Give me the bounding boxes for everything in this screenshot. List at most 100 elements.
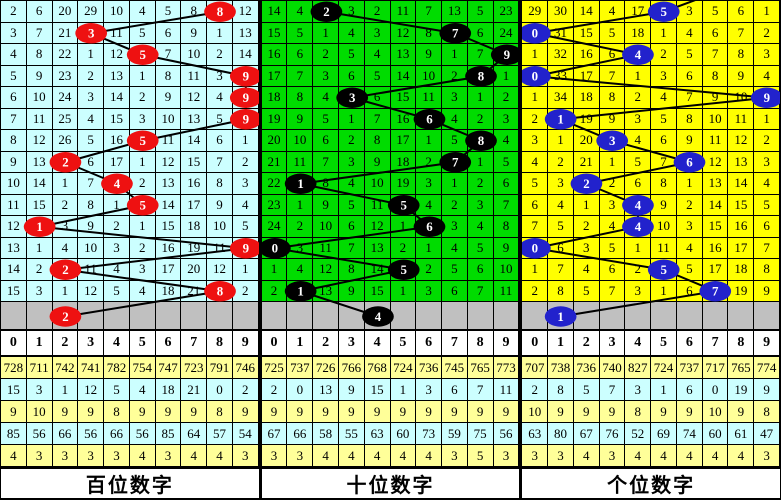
stats-cell: 60 — [390, 423, 417, 445]
omission-cell: 8 — [207, 1, 233, 23]
digit-header-cell: 9 — [494, 331, 520, 355]
stats-cell: 3 — [599, 445, 626, 467]
trend-grid-tens: 14 4 2 3 2 11 7 13 5 23 15 5 1 4 3 12 8 7 6 24 16 6 2 5 4 13 9 1 7 9 1… — [261, 1, 520, 331]
omission-cell: 1 — [338, 108, 365, 130]
omission-cell: 18 — [390, 151, 417, 173]
stats-cell: 4 — [702, 445, 729, 467]
pending-cell — [233, 302, 259, 329]
omission-cell: 7 — [26, 22, 53, 44]
trend-row: 23 1 9 5 11 5 4 2 3 7 — [261, 194, 520, 216]
omission-cell: 4 — [232, 194, 259, 216]
stats-cell: 725 — [261, 357, 288, 379]
omission-cell: 15 — [728, 194, 755, 216]
trend-row: 10 14 1 7 4 2 13 16 8 3 — [1, 173, 259, 195]
omission-cell: 14 — [390, 65, 417, 87]
omission-cell: 11 — [207, 237, 233, 259]
omission-cell: 9 — [364, 151, 391, 173]
omission-cell: 13 — [442, 1, 468, 23]
omission-cell: 2 — [232, 151, 259, 173]
omission-cell: 5 — [548, 216, 574, 238]
omission-cell: 4 — [676, 237, 703, 259]
omission-cell: 3 — [129, 259, 156, 281]
omission-cell: 6 — [599, 259, 626, 281]
stats-cell: 1 — [651, 379, 677, 401]
omission-cell: 11 — [702, 130, 729, 152]
stats-cell: 63 — [522, 423, 549, 445]
omission-cell: 2 — [129, 173, 156, 195]
omission-cell: 1 — [261, 259, 288, 281]
omission-cell: 14 — [181, 130, 208, 152]
omission-cell: 2 — [625, 87, 652, 109]
trend-row: 1 4 12 8 14 5 2 5 6 10 — [261, 259, 520, 281]
stats-cell: 782 — [104, 357, 130, 379]
stats-cell: 766 — [338, 357, 365, 379]
omission-cell: 4 — [625, 216, 652, 238]
omission-cell: 20 — [181, 259, 208, 281]
stats-cell: 9 — [416, 401, 443, 423]
stats-cell: 63 — [364, 423, 391, 445]
stats-cell: 9 — [181, 401, 208, 423]
omission-cell: 6 — [467, 259, 494, 281]
stats-cell: 59 — [442, 423, 468, 445]
stats-cell: 3 — [155, 445, 182, 467]
stats-cell: 67 — [261, 423, 288, 445]
omission-cell: 13 — [364, 237, 391, 259]
omission-cell: 10 — [702, 108, 729, 130]
omission-cell: 26 — [52, 130, 79, 152]
omission-cell: 14 — [1, 259, 27, 281]
omission-cell: 4 — [625, 194, 652, 216]
omission-cell: 14 — [364, 259, 391, 281]
trend-row: 20 10 6 2 8 17 1 5 8 4 — [261, 130, 520, 152]
omission-cell: 15 — [104, 108, 130, 130]
omission-cell: 5 — [676, 44, 703, 66]
trend-row: 5 9 23 2 13 1 8 11 3 9 — [1, 65, 259, 87]
omission-cell: 13 — [155, 173, 182, 195]
stats-cell: 12 — [78, 379, 105, 401]
omission-cell: 7 — [728, 22, 755, 44]
stats-cell: 3 — [78, 445, 105, 467]
omission-cell: 15 — [390, 87, 417, 109]
omission-cell: 5 — [1, 65, 27, 87]
omission-cell: 2 — [416, 151, 443, 173]
omission-cell: 1 — [129, 216, 156, 238]
omission-cell: 10 — [181, 44, 208, 66]
omission-cell: 17 — [181, 194, 208, 216]
omission-cell: 4 — [287, 1, 314, 23]
stats-cell: 3 — [522, 445, 549, 467]
omission-cell: 1 — [52, 280, 79, 302]
pending-cell — [181, 302, 208, 329]
pending-row — [1, 302, 259, 331]
omission-cell: 1 — [287, 280, 314, 302]
omission-cell: 5 — [78, 130, 105, 152]
omission-cell: 7 — [493, 194, 520, 216]
digit-header-cell: 0 — [1, 331, 27, 355]
stats-cell: 9 — [651, 401, 677, 423]
omission-cell: 2 — [287, 216, 314, 238]
omission-cell: 3 — [676, 1, 703, 23]
digit-header-cell: 0 — [262, 331, 288, 355]
omission-cell: 20 — [52, 1, 79, 23]
stats-cell: 4 — [390, 445, 417, 467]
stats-cell: 4 — [651, 445, 677, 467]
stats-cell: 10 — [702, 401, 729, 423]
omission-cell: 5 — [754, 194, 780, 216]
omission-cell: 2 — [754, 130, 780, 152]
omission-cell: 32 — [548, 44, 574, 66]
omission-cell: 5 — [104, 280, 130, 302]
omission-cell: 6 — [207, 130, 233, 152]
stats-cell: 9 — [52, 401, 79, 423]
omission-cell: 19 — [181, 237, 208, 259]
omission-cell: 5 — [364, 65, 391, 87]
omission-cell: 8 — [1, 130, 27, 152]
stats-cell: 3 — [104, 445, 130, 467]
omission-cell: 6 — [1, 87, 27, 109]
omission-cell: 34 — [548, 87, 574, 109]
omission-cell: 7 — [754, 237, 780, 259]
omission-cell: 1 — [442, 173, 468, 195]
omission-cell: 16 — [104, 130, 130, 152]
pending-cell — [313, 302, 339, 329]
omission-cell: 9 — [728, 65, 755, 87]
omission-cell: 9 — [232, 87, 259, 109]
digit-header-cell: 1 — [548, 331, 574, 355]
